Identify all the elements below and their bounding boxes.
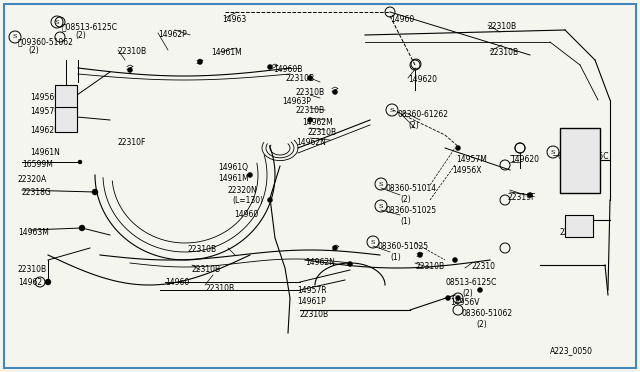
Text: 22310: 22310 [472, 262, 496, 271]
Text: (2): (2) [408, 121, 419, 130]
Bar [560, 128, 600, 193]
Text: 14960: 14960 [234, 210, 259, 219]
Text: 14961P: 14961P [297, 297, 326, 306]
Circle shape [248, 173, 253, 177]
Circle shape [445, 295, 451, 301]
Circle shape [307, 76, 312, 80]
Circle shape [78, 160, 82, 164]
Text: (L=130): (L=130) [232, 196, 263, 205]
Circle shape [456, 145, 461, 151]
Text: S: S [55, 19, 59, 25]
Text: 14962M: 14962M [302, 118, 333, 127]
Text: 08360-51062: 08360-51062 [462, 309, 513, 318]
Bar [565, 215, 593, 237]
Text: (2): (2) [476, 320, 487, 329]
Text: (1): (1) [390, 253, 401, 262]
Text: 22318G: 22318G [22, 188, 52, 197]
Text: 08360-61262: 08360-61262 [397, 110, 448, 119]
Text: (2): (2) [75, 31, 86, 40]
Text: 14956V: 14956V [450, 298, 479, 307]
Circle shape [456, 295, 461, 301]
Text: 14962P: 14962P [158, 30, 187, 39]
Text: Ⓝ09360-51062: Ⓝ09360-51062 [18, 37, 74, 46]
Text: 14963P: 14963P [282, 97, 311, 106]
Circle shape [307, 118, 312, 122]
Text: 22310B: 22310B [285, 74, 314, 83]
Circle shape [527, 192, 532, 198]
Text: 08360-51014: 08360-51014 [385, 184, 436, 193]
Text: 22310F: 22310F [118, 138, 147, 147]
Text: 22310B: 22310B [415, 262, 444, 271]
Text: 14957U: 14957U [30, 107, 60, 116]
Text: 14961M: 14961M [211, 48, 242, 57]
Text: 14956U: 14956U [30, 93, 60, 102]
Text: 149620: 149620 [408, 75, 437, 84]
Text: 22310B: 22310B [488, 22, 517, 31]
Text: 16599M: 16599M [22, 160, 53, 169]
Text: (2): (2) [28, 46, 39, 55]
Text: 14962N: 14962N [305, 258, 335, 267]
Text: 08360-51025: 08360-51025 [385, 206, 436, 215]
Circle shape [417, 253, 422, 257]
Circle shape [45, 279, 51, 285]
Text: S: S [371, 240, 375, 244]
Bar [55, 85, 77, 113]
Text: 14963: 14963 [222, 15, 246, 24]
Text: A223_0050: A223_0050 [550, 346, 593, 355]
Bar [55, 107, 77, 132]
Text: (3): (3) [574, 163, 585, 172]
Text: 22320N: 22320N [228, 186, 258, 195]
Text: S: S [13, 35, 17, 39]
Circle shape [127, 67, 132, 73]
Text: S: S [379, 182, 383, 186]
Text: 14961N: 14961N [30, 148, 60, 157]
Text: 14961M: 14961M [218, 174, 249, 183]
Text: 14961Q: 14961Q [218, 163, 248, 172]
Circle shape [333, 246, 337, 250]
Text: 14957R: 14957R [297, 286, 326, 295]
Circle shape [333, 90, 337, 94]
Text: (2): (2) [400, 195, 411, 204]
Text: 08360-51025: 08360-51025 [377, 242, 428, 251]
Text: 22310B: 22310B [205, 284, 234, 293]
Text: 14962: 14962 [18, 278, 42, 287]
Text: Ⓝ08513-6125C: Ⓝ08513-6125C [62, 22, 118, 31]
Circle shape [348, 262, 353, 266]
Text: (2): (2) [462, 289, 473, 298]
Circle shape [92, 189, 98, 195]
Text: 22310B: 22310B [296, 88, 325, 97]
Text: 14963M: 14963M [18, 228, 49, 237]
Text: S: S [390, 108, 394, 112]
Circle shape [79, 225, 85, 231]
Text: 149620: 149620 [510, 155, 539, 164]
Text: (1): (1) [400, 217, 411, 226]
Circle shape [452, 257, 458, 263]
Text: 14962P: 14962P [30, 126, 59, 135]
Text: 14960: 14960 [165, 278, 189, 287]
Text: 22310B: 22310B [296, 106, 325, 115]
Text: 22310B: 22310B [490, 48, 519, 57]
Text: 08513-6125C: 08513-6125C [445, 278, 497, 287]
Text: 22320A: 22320A [18, 175, 47, 184]
Text: 22310B: 22310B [118, 47, 147, 56]
Circle shape [477, 288, 483, 292]
Text: S: S [379, 203, 383, 208]
Circle shape [268, 198, 273, 202]
Text: 14962N: 14962N [296, 138, 326, 147]
Text: 22310B: 22310B [188, 245, 217, 254]
Text: 14957M: 14957M [456, 155, 487, 164]
Text: 22310B: 22310B [18, 265, 47, 274]
Text: S: S [551, 150, 555, 154]
Circle shape [198, 60, 202, 64]
Text: 22319F: 22319F [507, 193, 536, 202]
Text: 22310B: 22310B [300, 310, 329, 319]
Text: 14956X: 14956X [452, 166, 481, 175]
Text: 14960: 14960 [390, 15, 414, 24]
Text: 08510-6205C: 08510-6205C [558, 152, 609, 161]
Text: 14960B: 14960B [273, 65, 302, 74]
Text: 22310B: 22310B [192, 265, 221, 274]
Text: 22674: 22674 [560, 228, 584, 237]
Text: 22310B: 22310B [307, 128, 336, 137]
Circle shape [268, 64, 273, 70]
